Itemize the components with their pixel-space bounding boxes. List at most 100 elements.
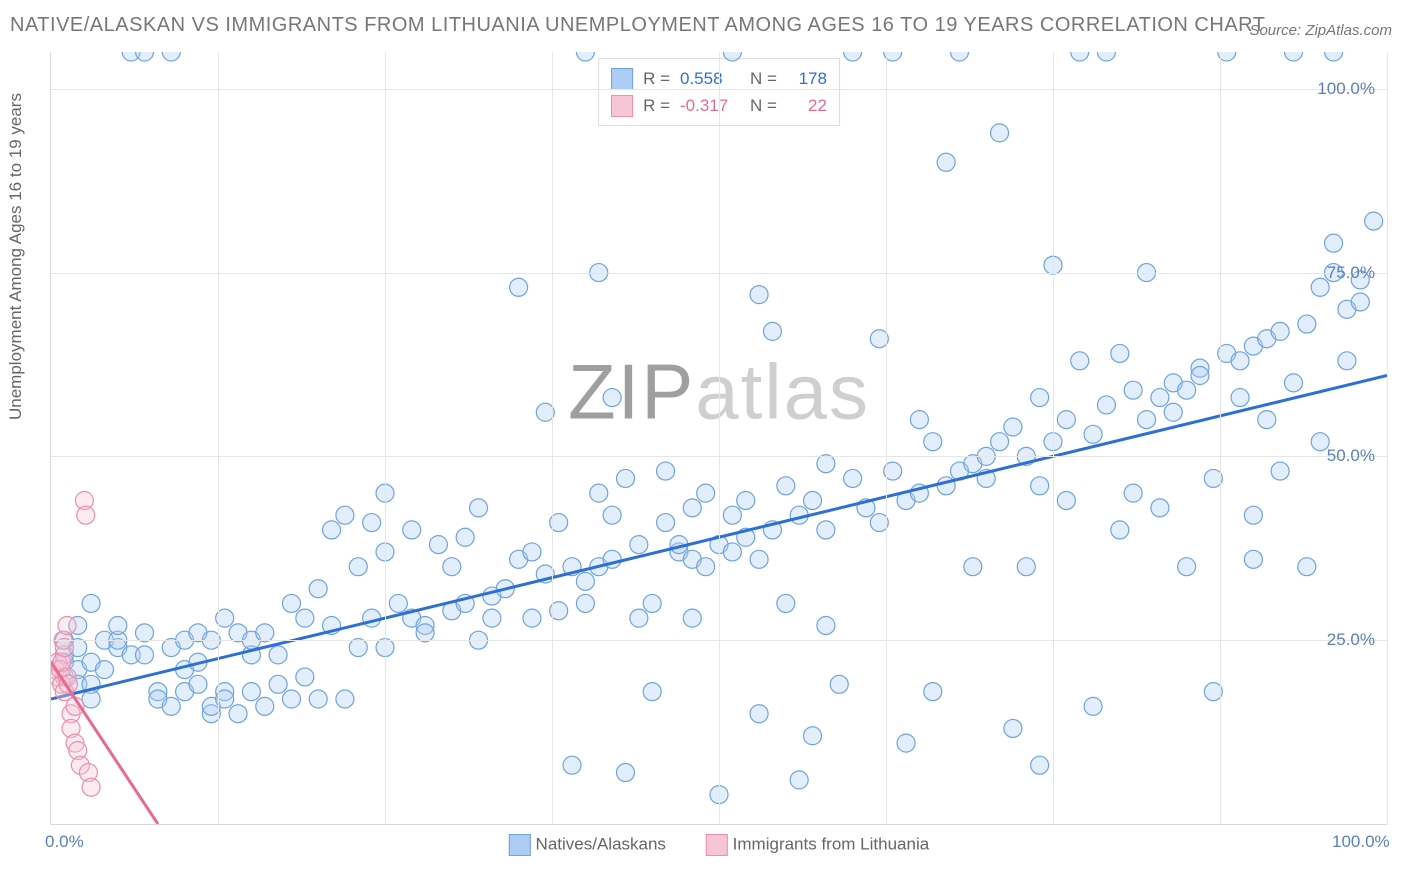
scatter-point [403,521,421,539]
scatter-point [844,52,862,61]
scatter-point [1271,322,1289,340]
scatter-point [1124,484,1142,502]
source-credit: Source: ZipAtlas.com [1249,22,1392,39]
scatter-point [1338,352,1356,370]
scatter-point [1138,411,1156,429]
x-tick-label: 0.0% [45,832,84,852]
scatter-point [924,683,942,701]
scatter-point [429,536,447,554]
scatter-point [309,690,327,708]
y-axis-label: Unemployment Among Ages 16 to 19 years [6,93,26,420]
y-tick-label: 100.0% [1317,79,1375,99]
scatter-point [697,558,715,576]
scatter-point [603,506,621,524]
scatter-point [1004,418,1022,436]
scatter-point [336,506,354,524]
scatter-point [910,411,928,429]
scatter-point [657,514,675,532]
scatter-point [282,690,300,708]
scatter-point [523,609,541,627]
scatter-point [683,609,701,627]
legend-item: Immigrants from Lithuania [706,834,929,856]
scatter-point [1258,411,1276,429]
scatter-point [282,594,300,612]
scatter-point [136,52,154,61]
scatter-point [136,624,154,642]
scatter-point [470,499,488,517]
scatter-point [162,52,180,61]
scatter-point [723,52,741,61]
scatter-point [55,639,73,657]
scatter-point [1284,52,1302,61]
scatter-point [483,609,501,627]
scatter-point [1004,719,1022,737]
scatter-point [443,558,461,576]
scatter-point [897,734,915,752]
y-tick-label: 25.0% [1327,630,1375,650]
scatter-point [1271,462,1289,480]
scatter-point [817,616,835,634]
scatter-point [630,536,648,554]
chart-container: NATIVE/ALASKAN VS IMMIGRANTS FROM LITHUA… [0,0,1406,892]
scatter-point [777,477,795,495]
scatter-point [763,322,781,340]
scatter-point [576,52,594,61]
scatter-point [616,764,634,782]
scatter-point [456,528,474,546]
legend-swatch [509,834,531,856]
scatter-point [1097,396,1115,414]
scatter-point [242,683,260,701]
scatter-point [1084,697,1102,715]
scatter-point [1284,374,1302,392]
scatter-point [830,675,848,693]
scatter-point [750,550,768,568]
scatter-point [576,572,594,590]
scatter-point [1244,506,1262,524]
y-tick-label: 50.0% [1327,446,1375,466]
scatter-point [804,491,822,509]
scatter-point [1325,234,1343,252]
scatter-point [82,690,100,708]
scatter-point [95,661,113,679]
plot-area: ZIPatlas R = 0.558 N = 178 R = -0.317 N … [50,52,1387,825]
scatter-point [336,690,354,708]
scatter-point [1164,403,1182,421]
scatter-point [750,705,768,723]
scatter-point [817,455,835,473]
scatter-point [389,594,407,612]
scatter-point [937,153,955,171]
scatter-point [162,697,180,715]
scatter-point [1244,550,1262,568]
scatter-point [309,580,327,598]
scatter-point [58,616,76,634]
scatter-point [723,506,741,524]
scatter-point [1071,352,1089,370]
scatter-point [510,278,528,296]
scatter-point [777,594,795,612]
scatter-point [323,521,341,539]
scatter-point [349,558,367,576]
scatter-point [296,609,314,627]
legend-swatch [706,834,728,856]
scatter-point [1111,521,1129,539]
scatter-point [77,506,95,524]
scatter-point [697,484,715,502]
scatter-point [1111,344,1129,362]
scatter-point [1084,425,1102,443]
scatter-point [924,433,942,451]
scatter-point [1151,389,1169,407]
scatter-point [1031,389,1049,407]
scatter-point [804,727,822,745]
scatter-point [82,778,100,796]
scatter-point [1298,558,1316,576]
scatter-point [630,609,648,627]
scatter-point [723,543,741,561]
y-tick-label: 75.0% [1327,263,1375,283]
scatter-point [1191,367,1209,385]
scatter-point [643,683,661,701]
scatter-point [750,286,768,304]
scatter-point [683,499,701,517]
scatter-point [1351,293,1369,311]
scatter-point [950,52,968,61]
scatter-point [1298,315,1316,333]
